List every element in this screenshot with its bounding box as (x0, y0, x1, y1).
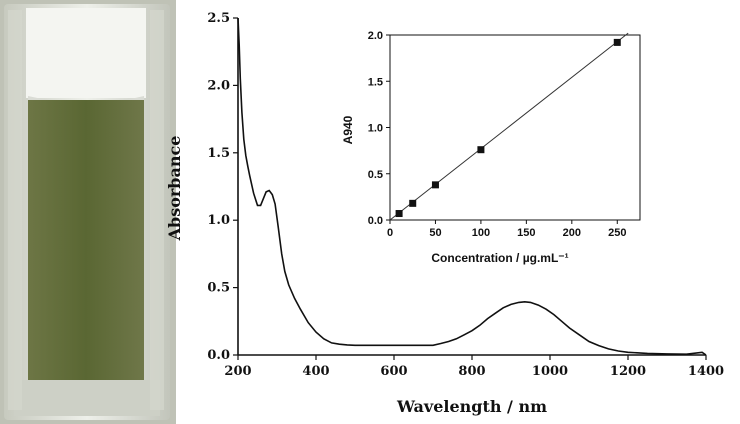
inset-axes (386, 34, 641, 224)
cuvette-photo (0, 0, 176, 424)
main-x-tick-label: 200 (224, 364, 251, 379)
main-x-tick-label: 1200 (610, 364, 646, 379)
calibration-point (395, 210, 403, 218)
y-axis-label: Absorbance (165, 136, 184, 242)
inset-x-axis-label: Concentration / µg.mL⁻¹ (431, 251, 568, 265)
calibration-points (395, 38, 621, 218)
calibration-point (477, 146, 485, 154)
inset-x-tick-label: 200 (563, 227, 581, 239)
absorbance-spectrum-line (237, 17, 707, 356)
main-x-tick-label: 400 (302, 364, 329, 379)
inset-x-tick-label: 0 (387, 227, 393, 239)
main-y-tick-label: 2.0 (207, 78, 230, 93)
inset-y-axis-label: A940 (341, 115, 355, 144)
calibration-inset: 0 50 100 150 200 250 0.0 0.5 1.0 1.5 2.0 Concentra… (341, 30, 641, 265)
inset-y-tick-label: 0.5 (368, 169, 383, 181)
inset-x-tick-label: 50 (429, 227, 441, 239)
calibration-fit-line (389, 32, 629, 221)
inset-tick-labels: 0 50 100 150 200 250 0.0 0.5 1.0 1.5 2.0 (368, 30, 627, 239)
inset-y-tick-label: 1.0 (368, 123, 383, 135)
main-x-tick-label: 1000 (532, 364, 568, 379)
inset-y-tick-label: 0.0 (368, 215, 383, 227)
inset-x-tick-label: 100 (472, 227, 490, 239)
inset-x-tick-label: 150 (517, 227, 535, 239)
main-y-tick-label: 2.5 (207, 11, 230, 26)
main-x-tick-label: 600 (380, 364, 407, 379)
main-y-tick-label: 0.0 (207, 348, 230, 363)
main-x-tick-label: 800 (458, 364, 485, 379)
calibration-point (409, 199, 417, 207)
calibration-point (613, 38, 621, 46)
main-y-tick-label: 0.5 (207, 281, 230, 296)
inset-y-tick-label: 2.0 (368, 30, 383, 42)
main-y-tick-label: 1.5 (207, 146, 230, 161)
main-y-tick-label: 1.0 (207, 213, 230, 228)
main-axes (233, 17, 707, 360)
inset-y-tick-label: 1.5 (368, 76, 383, 88)
calibration-point (431, 181, 439, 189)
inset-x-tick-label: 250 (608, 227, 626, 239)
inset-frame (389, 34, 641, 221)
x-axis-label: Wavelength / nm (396, 397, 547, 416)
main-x-tick-label: 1400 (688, 364, 724, 379)
main-tick-labels: 200 400 600 800 1000 1200 14000.00.51.01.52.02… (207, 11, 724, 379)
